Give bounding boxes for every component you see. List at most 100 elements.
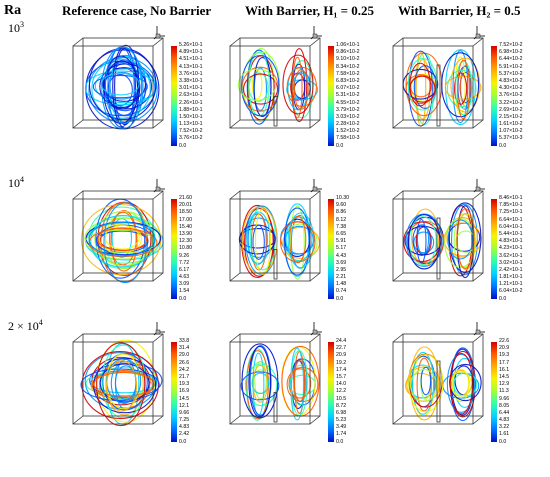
colorbar-tick-label: 6.17 bbox=[179, 266, 190, 273]
streamline bbox=[293, 364, 307, 406]
streamline bbox=[293, 68, 309, 110]
colorbar: 10.30 9.60 8.86 8.12 7.38 6.65 5.91 5.17 4.43 3.6… bbox=[328, 195, 376, 301]
colorbar-ticks: 5.26×10-1 4.89×10-1 4.51×10-1 4.13×10-1 3.76… bbox=[179, 42, 219, 149]
streamline bbox=[108, 211, 137, 266]
axis-triad-icon bbox=[310, 24, 324, 40]
streamline bbox=[88, 221, 156, 257]
streamline bbox=[282, 54, 314, 115]
streamline bbox=[409, 75, 436, 103]
colorbar-tick-label: 14.5 bbox=[499, 373, 510, 380]
colorbar-tick-label: 1.54 bbox=[179, 288, 190, 295]
colorbar-tick-label: 2.63×10-1 bbox=[179, 92, 203, 99]
colorbar: 22.6 20.9 19.3 17.7 16.1 14.5 12.9 11.3 9.66 8.05… bbox=[491, 338, 539, 445]
colorbar-tick-label: 1.74 bbox=[336, 431, 347, 438]
colorbar-tick-label: 2.21 bbox=[336, 274, 347, 281]
colorbar-tick-label: 1.52×10-2 bbox=[336, 128, 360, 135]
colorbar-tick-label: 1.07×10-2 bbox=[499, 128, 523, 135]
colorbar-tick-label: 20.9 bbox=[336, 352, 347, 359]
colorbar-ramp bbox=[491, 46, 497, 146]
streamline-panel bbox=[212, 330, 330, 448]
row-label-ra-1e4: 104 bbox=[8, 175, 24, 190]
colorbar-tick-label: 6.83×10-2 bbox=[336, 77, 360, 84]
streamline bbox=[93, 371, 155, 397]
streamline bbox=[450, 371, 472, 397]
streamline bbox=[96, 342, 146, 427]
colorbar-ticks: 21.60 20.01 18.50 17.00 15.40 13.90 12.30 10.80… bbox=[179, 195, 219, 302]
colorbar-tick-label: 6.98×10-2 bbox=[499, 49, 523, 56]
colorbar-tick-label: 19.3 bbox=[179, 381, 190, 388]
streamline bbox=[450, 57, 481, 113]
colorbar-tick-label: 19.3 bbox=[499, 352, 510, 359]
colorbar-tick-label: 8.46×10-1 bbox=[499, 195, 523, 201]
colorbar-tick-label: 16.1 bbox=[499, 366, 510, 373]
colorbar-tick-label: 7.58×10-2 bbox=[336, 70, 360, 77]
colorbar-ticks: 7.52×10-2 6.98×10-2 6.44×10-2 5.91×10-2 5.37… bbox=[499, 42, 539, 149]
colorbar-tick-label: 9.86×10-2 bbox=[336, 49, 360, 56]
colorbar-tick-label: 5.31×10-2 bbox=[336, 92, 360, 99]
streamline bbox=[455, 230, 477, 253]
streamline bbox=[409, 62, 431, 107]
colorbar-ticks: 24.4 22.7 20.9 19.2 17.4 15.7 14.0 12.2 10.5 8.72… bbox=[336, 338, 376, 445]
colorbar-tick-label: 5.91×10-2 bbox=[499, 63, 523, 70]
colorbar-ramp bbox=[171, 342, 177, 442]
streamline-plot bbox=[392, 37, 484, 129]
streamline bbox=[408, 354, 444, 413]
colorbar-tick-label: 4.83 bbox=[179, 424, 190, 431]
colorbar-tick-label: 10.5 bbox=[336, 395, 347, 402]
colorbar-tick-label: 3.76×10-2 bbox=[179, 135, 203, 142]
colorbar-tick-label: 4.30×10-2 bbox=[499, 85, 523, 92]
colorbar: 21.60 20.01 18.50 17.00 15.40 13.90 12.30 10.80… bbox=[171, 195, 219, 302]
streamline bbox=[84, 229, 156, 254]
column-header-reference: Reference case, No Barrier bbox=[62, 3, 212, 18]
streamline bbox=[238, 224, 276, 255]
cube-frame bbox=[392, 333, 484, 425]
streamline bbox=[454, 72, 468, 105]
colorbar-tick-label: 19.2 bbox=[336, 359, 347, 366]
colorbar-tick-label: 7.72 bbox=[179, 259, 190, 266]
colorbar-tick-label: 6.64×10-1 bbox=[499, 216, 523, 223]
colorbar-tick-label: 2.28×10-2 bbox=[336, 121, 360, 128]
colorbar-tick-label: 20.01 bbox=[179, 202, 192, 209]
streamline bbox=[106, 360, 138, 412]
streamline bbox=[241, 54, 280, 117]
streamline bbox=[448, 202, 482, 273]
axis-triad-icon bbox=[473, 24, 487, 40]
colorbar-tick-label: 0.0 bbox=[336, 142, 344, 149]
colorbar-tick-label: 20.9 bbox=[499, 345, 510, 352]
streamline bbox=[446, 69, 477, 108]
streamline-panel bbox=[55, 34, 173, 152]
colorbar-tick-label: 14.0 bbox=[336, 381, 347, 388]
colorbar-tick-label: 3.79×10-2 bbox=[336, 106, 360, 113]
colorbar-ticks: 22.6 20.9 19.3 17.7 16.1 14.5 12.9 11.3 9.66 8.05… bbox=[499, 338, 539, 445]
colorbar: 5.26×10-1 4.89×10-1 4.51×10-1 4.13×10-1 3.76… bbox=[171, 42, 219, 149]
colorbar-tick-label: 12.1 bbox=[179, 402, 190, 409]
colorbar-tick-label: 5.37×10-3 bbox=[499, 135, 523, 142]
streamline bbox=[408, 216, 437, 266]
colorbar-tick-label: 2.42×10-1 bbox=[499, 266, 523, 273]
colorbar-tick-label: 9.66 bbox=[179, 409, 190, 416]
colorbar-ticks: 8.46×10-1 7.85×10-1 7.25×10-1 6.64×10-1 6.04… bbox=[499, 195, 539, 302]
colorbar: 8.46×10-1 7.85×10-1 7.25×10-1 6.64×10-1 6.04… bbox=[491, 195, 539, 302]
colorbar-tick-label: 3.03×10-2 bbox=[336, 113, 360, 120]
streamline-plot bbox=[229, 190, 321, 282]
colorbar-tick-label: 2.26×10-1 bbox=[179, 99, 203, 106]
colorbar-tick-label: 6.07×10-2 bbox=[336, 85, 360, 92]
streamline-panel bbox=[375, 34, 493, 152]
streamline bbox=[413, 231, 435, 254]
colorbar-tick-label: 3.38×10-1 bbox=[179, 77, 203, 84]
colorbar-tick-label: 15.40 bbox=[179, 223, 192, 230]
barrier-outline bbox=[273, 249, 278, 280]
colorbar-tick-label: 3.76×10-1 bbox=[179, 70, 203, 77]
colorbar-tick-label: 12.30 bbox=[179, 238, 192, 245]
colorbar-tick-label: 12.9 bbox=[499, 381, 510, 388]
colorbar-tick-label: 9.10×10-2 bbox=[336, 56, 360, 63]
colorbar-tick-label: 17.4 bbox=[336, 366, 347, 373]
colorbar-tick-label: 4.83×10-2 bbox=[499, 77, 523, 84]
streamline bbox=[104, 46, 143, 125]
colorbar-ramp bbox=[328, 342, 334, 442]
colorbar-tick-label: 18.50 bbox=[179, 209, 192, 216]
colorbar-tick-label: 4.51×10-1 bbox=[179, 56, 203, 63]
streamline bbox=[411, 208, 440, 266]
colorbar-tick-label: 8.72 bbox=[336, 402, 347, 409]
colorbar-tick-label: 6.98 bbox=[336, 409, 347, 416]
